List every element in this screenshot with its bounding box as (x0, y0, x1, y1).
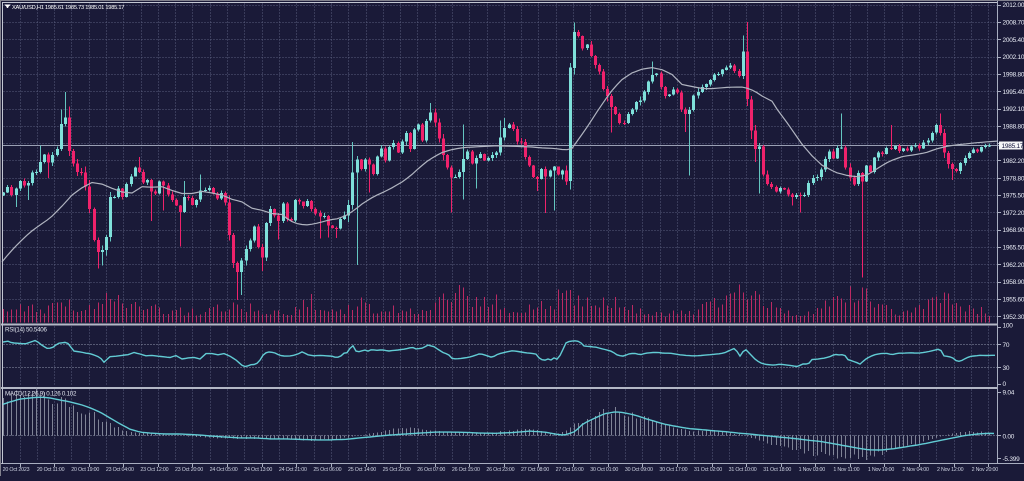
svg-text:30 Oct 17:00: 30 Oct 17:00 (659, 467, 687, 473)
svg-text:20 Oct 2023: 20 Oct 2023 (3, 467, 30, 473)
svg-text:1978.80: 1978.80 (1003, 175, 1024, 182)
svg-text:26 Oct 23:00: 26 Oct 23:00 (486, 467, 514, 473)
svg-text:2008.70: 2008.70 (1003, 20, 1024, 27)
svg-text:23 Oct 04:00: 23 Oct 04:00 (106, 467, 134, 473)
svg-text:30 Oct 09:00: 30 Oct 09:00 (625, 467, 653, 473)
svg-text:2 Nov 12:00: 2 Nov 12:00 (937, 467, 964, 473)
svg-text:1975.50: 1975.50 (1003, 193, 1024, 200)
svg-text:-5.399: -5.399 (1003, 456, 1021, 463)
svg-text:27 Oct 16:00: 27 Oct 16:00 (556, 467, 584, 473)
svg-text:27 Oct 08:00: 27 Oct 08:00 (521, 467, 549, 473)
svg-text:2005.40: 2005.40 (1003, 37, 1024, 44)
svg-text:0.00: 0.00 (1003, 434, 1015, 441)
svg-text:25 Oct 14:00: 25 Oct 14:00 (348, 467, 376, 473)
svg-text:20 Oct 19:00: 20 Oct 19:00 (71, 467, 99, 473)
svg-text:24 Oct 05:00: 24 Oct 05:00 (210, 467, 238, 473)
svg-text:1985.17: 1985.17 (1002, 143, 1024, 150)
svg-text:1952.30: 1952.30 (1003, 314, 1024, 321)
svg-text:1955.60: 1955.60 (1003, 296, 1024, 303)
svg-text:XAU/USD,H1 1985.61 1985.73 19: XAU/USD,H1 1985.61 1985.73 1985.01 1985.… (12, 5, 124, 11)
svg-text:25 Oct 06:00: 25 Oct 06:00 (313, 467, 341, 473)
svg-text:1995.40: 1995.40 (1003, 89, 1024, 96)
svg-text:25 Oct 22:00: 25 Oct 22:00 (383, 467, 411, 473)
svg-text:30: 30 (1003, 365, 1010, 372)
svg-text:2002.10: 2002.10 (1003, 54, 1024, 61)
svg-text:1 Nov 11:00: 1 Nov 11:00 (833, 467, 859, 473)
svg-text:9.04: 9.04 (1003, 390, 1015, 397)
svg-text:23 Oct 20:00: 23 Oct 20:00 (175, 467, 203, 473)
svg-text:31 Oct 18:00: 31 Oct 18:00 (763, 467, 791, 473)
svg-text:2012.00: 2012.00 (1003, 2, 1024, 9)
svg-text:26 Oct 15:00: 26 Oct 15:00 (452, 467, 480, 473)
svg-text:24 Oct 13:00: 24 Oct 13:00 (244, 467, 272, 473)
svg-text:1968.90: 1968.90 (1003, 227, 1024, 234)
svg-text:1 Nov 03:00: 1 Nov 03:00 (799, 467, 826, 473)
svg-text:RSI(14) 50.5406: RSI(14) 50.5406 (5, 327, 47, 334)
svg-text:24 Oct 21:00: 24 Oct 21:00 (279, 467, 307, 473)
svg-text:23 Oct 12:00: 23 Oct 12:00 (140, 467, 168, 473)
svg-text:100: 100 (1003, 323, 1014, 330)
svg-text:1972.20: 1972.20 (1003, 210, 1024, 217)
svg-text:1992.10: 1992.10 (1003, 106, 1024, 113)
svg-text:70: 70 (1003, 342, 1010, 349)
svg-text:1998.80: 1998.80 (1003, 71, 1024, 78)
svg-text:31 Oct 02:00: 31 Oct 02:00 (694, 467, 722, 473)
svg-text:1958.90: 1958.90 (1003, 279, 1024, 286)
svg-text:1965.50: 1965.50 (1003, 245, 1024, 252)
svg-text:1982.20: 1982.20 (1003, 158, 1024, 165)
svg-text:2 Nov 20:00: 2 Nov 20:00 (972, 467, 999, 473)
svg-text:2 Nov 04:00: 2 Nov 04:00 (902, 467, 929, 473)
svg-text:31 Oct 10:00: 31 Oct 10:00 (729, 467, 757, 473)
svg-text:1962.20: 1962.20 (1003, 262, 1024, 269)
svg-text:30 Oct 01:00: 30 Oct 01:00 (590, 467, 618, 473)
svg-text:20 Oct 11:00: 20 Oct 11:00 (37, 467, 65, 473)
svg-text:1 Nov 19:00: 1 Nov 19:00 (868, 467, 895, 473)
svg-text:1988.80: 1988.80 (1003, 123, 1024, 130)
svg-text:26 Oct 07:00: 26 Oct 07:00 (417, 467, 445, 473)
svg-text:MACD(12,26,9) 0.126 0.102: MACD(12,26,9) 0.126 0.102 (5, 391, 77, 398)
